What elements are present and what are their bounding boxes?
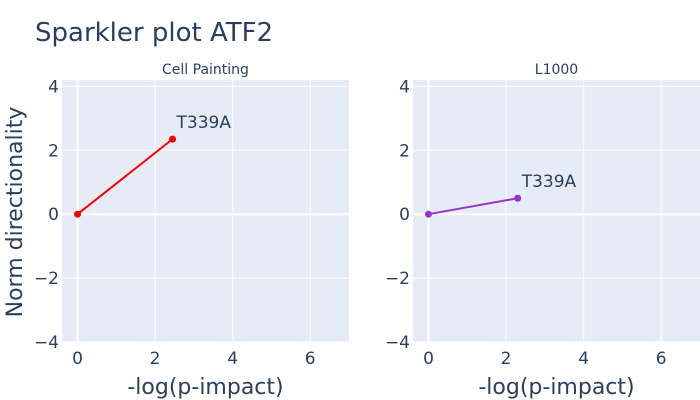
y-axis-label: Norm directionality [3, 107, 28, 318]
x-tick-label: 2 [501, 349, 512, 369]
y-tick-label: 4 [48, 77, 59, 97]
y-tick-label: −4 [34, 333, 59, 353]
y-tick-label: 0 [48, 205, 59, 225]
x-tick-label: 6 [305, 349, 316, 369]
x-tick-label: 4 [227, 349, 238, 369]
series-line [428, 197, 518, 216]
y-tick-label: −2 [385, 269, 410, 289]
plot-background [62, 80, 349, 342]
subplot-title: L1000 [535, 62, 578, 78]
x-tick-label: 0 [423, 349, 434, 369]
y-tick-label: −4 [385, 333, 410, 353]
point-label: T339A [521, 172, 577, 192]
subplot-2: L1000 0 2 4 6 −4 −2 0 2 4 -log(p-impact) T339A [385, 62, 700, 400]
x-axis-label: -log(p-impact) [478, 375, 634, 400]
x-tick-label: 2 [150, 349, 161, 369]
data-point [425, 210, 433, 218]
x-tick-label: 0 [72, 349, 83, 369]
subplot-1: Cell Painting 0 2 4 6 −4 −2 0 2 4 -log(p-impact) T3… [34, 62, 349, 400]
data-point [514, 194, 522, 202]
chart-title: Sparkler plot ATF2 [35, 18, 273, 48]
x-axis-label: -log(p-impact) [127, 375, 283, 400]
plot-background [413, 80, 700, 342]
y-tick-label: 2 [399, 141, 410, 161]
y-tick-label: 0 [399, 205, 410, 225]
subplots: Cell Painting 0 2 4 6 −4 −2 0 2 4 -log(p-impact) T3… [34, 62, 700, 400]
x-tick-label: 6 [656, 349, 667, 369]
series-line [76, 138, 174, 215]
x-tick-label: 4 [578, 349, 589, 369]
subplot-title: Cell Painting [162, 62, 249, 78]
y-tick-label: 2 [48, 141, 59, 161]
point-label: T339A [176, 113, 232, 133]
y-tick-label: −2 [34, 269, 59, 289]
data-point [74, 210, 82, 218]
y-tick-label: 4 [399, 77, 410, 97]
data-point [169, 135, 177, 143]
